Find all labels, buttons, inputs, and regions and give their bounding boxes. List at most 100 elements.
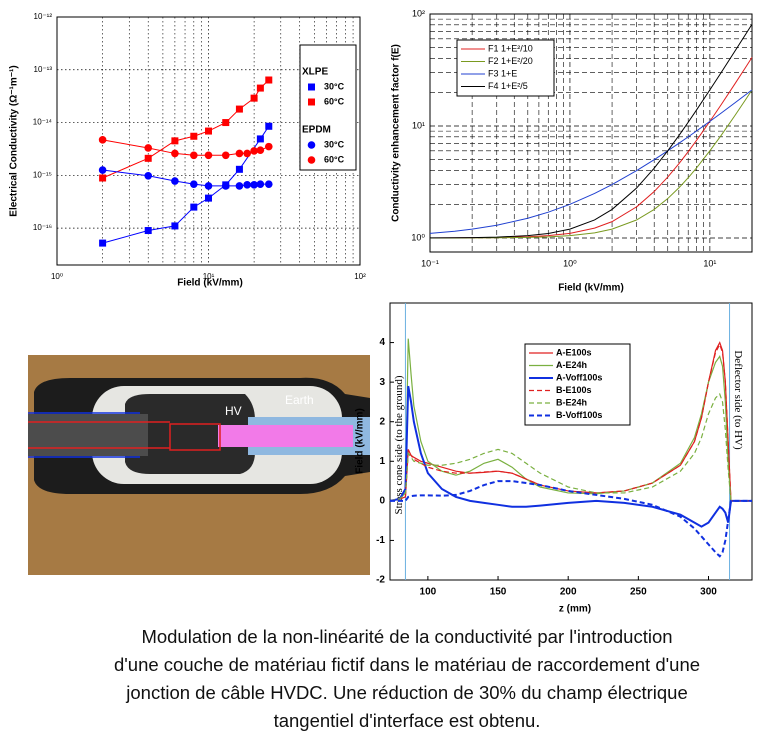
x-tick-label: 200 — [560, 587, 577, 598]
x-tick-label: 150 — [490, 587, 507, 598]
legend: F1 1+E²/10 F2 1+E²/20 F3 1+E F4 1+E²/5 — [456, 39, 555, 97]
photo-label: Earth — [285, 393, 314, 407]
y-tick-label: 0 — [379, 495, 385, 506]
legend-box — [524, 343, 631, 426]
x-axis-label: Field (kV/mm) — [558, 283, 624, 294]
caption-line: jonction de câble HVDC. Une réduction de… — [125, 682, 688, 703]
x-tick-label: 300 — [700, 587, 717, 598]
cable-joint-photo: HV Earth — [28, 355, 370, 575]
series-line — [429, 23, 753, 239]
point — [99, 239, 107, 247]
series-line — [102, 79, 270, 179]
point — [243, 149, 251, 158]
y-tick-label: 10¹ — [412, 120, 425, 130]
legend-label: A-E24h — [556, 360, 587, 370]
point — [98, 136, 107, 144]
point — [190, 180, 198, 188]
y-tick-label: 10⁻¹⁶ — [33, 223, 52, 232]
y-axis-label: Field (kV/mm) — [355, 408, 366, 474]
caption-line: Modulation de la non-linéarité de la con… — [141, 626, 672, 647]
x-tick-label: 100 — [420, 587, 437, 598]
x-tick-label: 250 — [630, 587, 647, 598]
y-tick-label: 4 — [379, 337, 385, 348]
point — [190, 203, 198, 211]
x-tick-label: 10⁻¹ — [421, 258, 439, 268]
legend-marker — [308, 83, 315, 91]
y-tick-label: -2 — [376, 575, 385, 586]
annotation: Stress cone side (to the ground) — [393, 375, 405, 514]
y-tick-label: 10² — [412, 8, 425, 18]
point — [264, 142, 273, 151]
y-tick-label: 3 — [379, 377, 385, 388]
legend-group: EPDM — [302, 125, 331, 136]
point — [171, 222, 179, 230]
point — [190, 132, 198, 140]
chart: 10⁻¹ 10⁰ 10¹ 10⁰ 10¹ 10² Field (kV/mm) Conducti… — [391, 8, 753, 294]
point — [264, 180, 273, 188]
legend-label: B-E100s — [556, 385, 592, 395]
point — [235, 149, 244, 158]
chart: 100 150 200 250 300 -2 -1 0 1 2 3 4 z (mm) Field (kV/… — [355, 302, 753, 615]
y-tick-label: 10⁻¹⁵ — [33, 170, 52, 179]
legend-label: 30°C — [324, 81, 345, 91]
series-line — [390, 480, 752, 558]
legend-label: F3 1+E — [488, 68, 517, 78]
legend-label: F2 1+E²/20 — [488, 56, 533, 66]
point — [221, 182, 230, 190]
point — [235, 105, 243, 113]
point — [265, 76, 273, 84]
y-axis-label: Conductivity enhancement factor f(E) — [391, 44, 402, 222]
point — [144, 171, 153, 180]
point — [235, 165, 243, 173]
series-line — [389, 392, 752, 502]
point — [171, 177, 179, 185]
legend-label: A-E100s — [556, 347, 592, 357]
point — [144, 227, 152, 235]
legend-label: F1 1+E²/10 — [488, 43, 533, 53]
y-tick-label: 1 — [379, 456, 385, 467]
legend-marker — [308, 98, 315, 106]
legend-box — [299, 44, 357, 171]
plot-frame — [429, 13, 753, 253]
point — [144, 144, 153, 152]
point — [265, 122, 273, 130]
point — [256, 135, 264, 143]
x-axis-label: z (mm) — [559, 604, 591, 615]
point — [256, 180, 265, 188]
point — [256, 84, 264, 92]
caption-line: d'une couche de matériau fictif dans le … — [114, 654, 700, 675]
x-tick-label: 10⁰ — [563, 258, 577, 268]
plot-frame — [389, 302, 753, 581]
conductor — [218, 425, 353, 447]
legend: A-E100s A-E24h A-Voff100s B-E100s B-E24h B-Vo… — [524, 343, 631, 426]
legend-label: B-E24h — [556, 397, 587, 407]
point — [190, 151, 198, 160]
legend-label: A-Voff100s — [556, 372, 602, 382]
caption-line: tangentiel d'interface est obtenu. — [274, 710, 541, 731]
legend-label: F4 1+E²/5 — [488, 81, 528, 91]
point — [144, 154, 152, 162]
cable-left — [28, 414, 148, 456]
caption: Modulation de la non-linéarité de la con… — [114, 626, 700, 731]
series-line — [389, 338, 752, 502]
point — [99, 174, 107, 182]
chart: 10⁰ 10¹ 10² 10⁻¹⁶ 10⁻¹⁵ 10⁻¹⁴ 10⁻¹³ 10⁻¹² Field … — [9, 12, 366, 289]
y-tick-label: 2 — [379, 416, 385, 427]
point — [222, 119, 230, 127]
x-tick-label: 10¹ — [203, 272, 215, 281]
plot-area — [389, 338, 752, 558]
plot-frame — [56, 16, 361, 266]
photo-label: HV — [225, 404, 242, 418]
point — [204, 182, 213, 190]
legend-label: B-Voff100s — [556, 410, 602, 420]
legend: XLPE 30°C 60°C EPDM 30°C 60°C — [299, 44, 357, 171]
legend-group: XLPE — [302, 67, 328, 78]
y-tick-label: 10⁻¹³ — [34, 65, 53, 74]
point — [204, 151, 213, 160]
x-tick-label: 10⁰ — [51, 272, 63, 281]
y-axis-label: Electrical Conductivity (Ω⁻¹m⁻¹) — [9, 65, 20, 216]
x-axis-label: Field (kV/mm) — [177, 278, 243, 289]
legend-marker — [307, 141, 316, 149]
legend-label: 60°C — [324, 96, 345, 106]
